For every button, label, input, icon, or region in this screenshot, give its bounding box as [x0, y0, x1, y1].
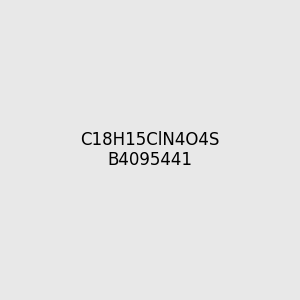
Text: C18H15ClN4O4S
B4095441: C18H15ClN4O4S B4095441 — [80, 130, 220, 170]
